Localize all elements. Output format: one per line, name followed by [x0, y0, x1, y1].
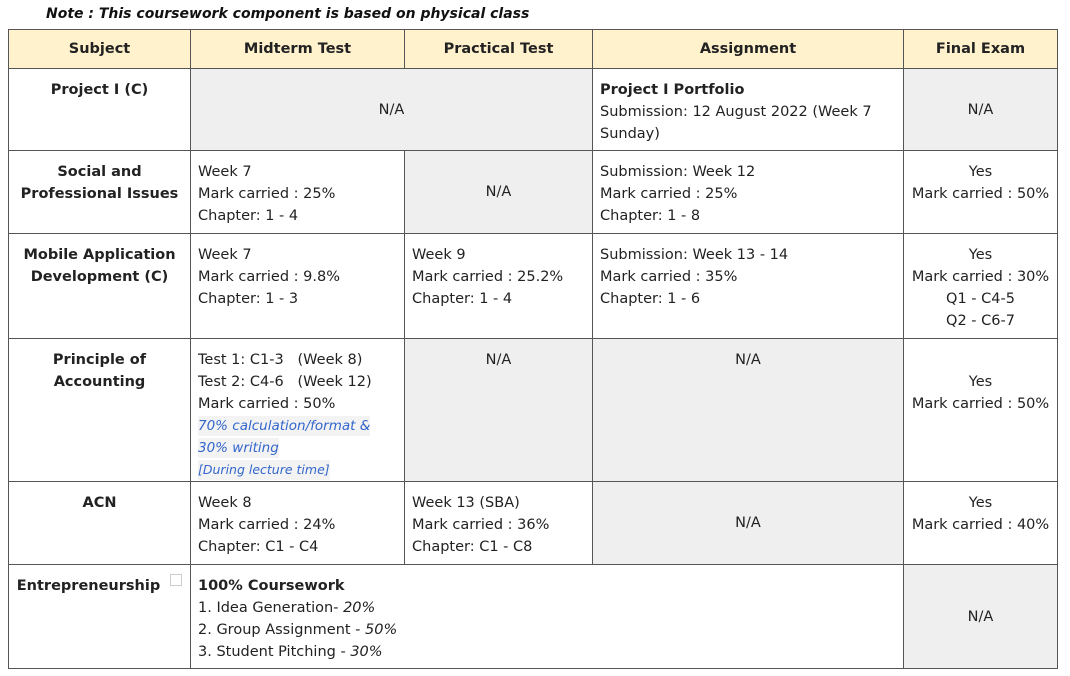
assignment-title: Project I Portfolio [600, 82, 745, 98]
table-row: Entrepreneurship 100% Coursework 1. Idea… [8, 564, 1058, 669]
table-row: Social and Professional Issues Week 7 Ma… [8, 150, 1058, 234]
midterm-note: 30% writing [198, 438, 279, 458]
subject-line: Professional Issues [20, 186, 179, 202]
subject-label: Entrepreneurship [16, 578, 161, 594]
coursework-note: Note : This coursework component is base… [46, 6, 530, 22]
cell-line: Mark carried : 50% [911, 396, 1050, 412]
header-final: Final Exam [903, 29, 1058, 69]
header-practical: Practical Test [404, 29, 593, 69]
table-row: Principle of Accounting Test 1: C1-3 (We… [8, 338, 1058, 482]
cell-line: Mark carried : 9.8% [198, 269, 340, 285]
cell-line: Chapter: 1 - 6 [600, 291, 701, 307]
assignment-cell[interactable]: N/A [592, 338, 904, 482]
assignment-cell[interactable]: N/A [592, 481, 904, 565]
cell-line: Mark carried : 50% [911, 186, 1050, 202]
cell-line: Yes [968, 495, 993, 511]
final-cell[interactable]: N/A [903, 68, 1058, 151]
midterm-note: 70% calculation/format & [198, 416, 371, 436]
subject-cell[interactable]: Mobile Application Development (C) [8, 233, 191, 339]
header-assignment: Assignment [592, 29, 904, 69]
cell-line: Chapter: C1 - C4 [198, 539, 319, 555]
practical-cell[interactable]: Week 13 (SBA) Mark carried : 36% Chapter… [404, 481, 593, 565]
header-subject: Subject [8, 29, 191, 69]
final-cell[interactable]: N/A [903, 564, 1058, 669]
cell-line: Week 7 [198, 164, 252, 180]
cell-line: Mark carried : 24% [198, 517, 336, 533]
coursework-title: 100% Coursework [198, 578, 345, 594]
table-row: Project I (C) N/A Project I Portfolio Su… [8, 68, 1058, 151]
midterm-cell[interactable]: Week 7 Mark carried : 25% Chapter: 1 - 4 [190, 150, 405, 234]
cell-line: Submission: Week 12 [600, 164, 756, 180]
practical-cell[interactable]: N/A [404, 338, 593, 482]
assignment-line: Sunday) [600, 126, 660, 142]
cell-line: Week 8 [198, 495, 252, 511]
cell-line: Chapter: 1 - 3 [198, 291, 299, 307]
cell-line: Mark carried : 30% [911, 269, 1050, 285]
subject-line: Development (C) [30, 269, 169, 285]
cell-line: Yes [968, 247, 993, 263]
header-row: Subject Midterm Test Practical Test Assi… [8, 29, 1058, 69]
subject-cell[interactable]: Entrepreneurship [8, 564, 191, 669]
midterm-cell[interactable]: Week 7 Mark carried : 9.8% Chapter: 1 - … [190, 233, 405, 339]
subject-cell[interactable]: Social and Professional Issues [8, 150, 191, 234]
coursework-item: 1. Idea Generation- 20% [198, 600, 376, 616]
cell-line: Test 2: C4-6 (Week 12) [198, 374, 372, 390]
cell-line: Chapter: 1 - 4 [198, 208, 299, 224]
cell-line: Week 13 (SBA) [412, 495, 520, 511]
cell-line: Mark carried : 25.2% [412, 269, 564, 285]
assignment-cell[interactable]: Project I Portfolio Submission: 12 Augus… [592, 68, 904, 151]
cell-line: Chapter: 1 - 4 [412, 291, 513, 307]
assignment-cell[interactable]: Submission: Week 12 Mark carried : 25% C… [592, 150, 904, 234]
cell-line: Mark carried : 40% [911, 517, 1050, 533]
subject-line: Principle of [52, 352, 147, 368]
final-cell[interactable]: Yes Mark carried : 30% Q1 - C4-5 Q2 - C6… [903, 233, 1058, 339]
cell-line: Mark carried : 25% [600, 186, 738, 202]
final-cell[interactable]: Yes Mark carried : 50% [903, 338, 1058, 482]
assessment-table: Subject Midterm Test Practical Test Assi… [8, 29, 1058, 669]
cell-line: Mark carried : 36% [412, 517, 550, 533]
cell-line: Chapter: 1 - 8 [600, 208, 701, 224]
midterm-practical-cell[interactable]: N/A [190, 68, 593, 151]
subject-line: Mobile Application [23, 247, 176, 263]
midterm-cell[interactable]: Test 1: C1-3 (Week 8) Test 2: C4-6 (Week… [190, 338, 405, 482]
cell-line: Mark carried : 35% [600, 269, 738, 285]
cell-line: Test 1: C1-3 (Week 8) [198, 352, 363, 368]
practical-cell[interactable]: Week 9 Mark carried : 25.2% Chapter: 1 -… [404, 233, 593, 339]
header-midterm: Midterm Test [190, 29, 405, 69]
assignment-cell[interactable]: Submission: Week 13 - 14 Mark carried : … [592, 233, 904, 339]
midterm-note: [During lecture time] [198, 460, 330, 480]
cell-line: Mark carried : 25% [198, 186, 336, 202]
cell-line: Chapter: C1 - C8 [412, 539, 533, 555]
final-cell[interactable]: Yes Mark carried : 50% [903, 150, 1058, 234]
subject-line: Social and [57, 164, 142, 180]
subject-cell[interactable]: Project I (C) [8, 68, 191, 151]
table-row: Mobile Application Development (C) Week … [8, 233, 1058, 339]
cell-line: Mark carried : 50% [198, 396, 336, 412]
cell-line: Q2 - C6-7 [946, 313, 1015, 329]
subject-line: Accounting [53, 374, 146, 390]
coursework-item: 3. Student Pitching - 30% [198, 644, 383, 660]
table-row: ACN Week 8 Mark carried : 24% Chapter: C… [8, 481, 1058, 565]
cell-line: Q1 - C4-5 [946, 291, 1015, 307]
coursework-item: 2. Group Assignment - 50% [198, 622, 398, 638]
midterm-cell[interactable]: Week 8 Mark carried : 24% Chapter: C1 - … [190, 481, 405, 565]
subject-cell[interactable]: Principle of Accounting [8, 338, 191, 482]
cell-line: Submission: Week 13 - 14 [600, 247, 789, 263]
subject-cell[interactable]: ACN [8, 481, 191, 565]
final-cell[interactable]: Yes Mark carried : 40% [903, 481, 1058, 565]
dropdown-arrow-icon[interactable] [170, 574, 183, 586]
cell-line: Yes [968, 164, 993, 180]
cell-line: Week 7 [198, 247, 252, 263]
practical-cell[interactable]: N/A [404, 150, 593, 234]
cell-line: Week 9 [412, 247, 466, 263]
cell-line: Yes [968, 374, 993, 390]
assignment-line: Submission: 12 August 2022 (Week 7 [600, 104, 872, 120]
coursework-cell[interactable]: 100% Coursework 1. Idea Generation- 20% … [190, 564, 904, 669]
